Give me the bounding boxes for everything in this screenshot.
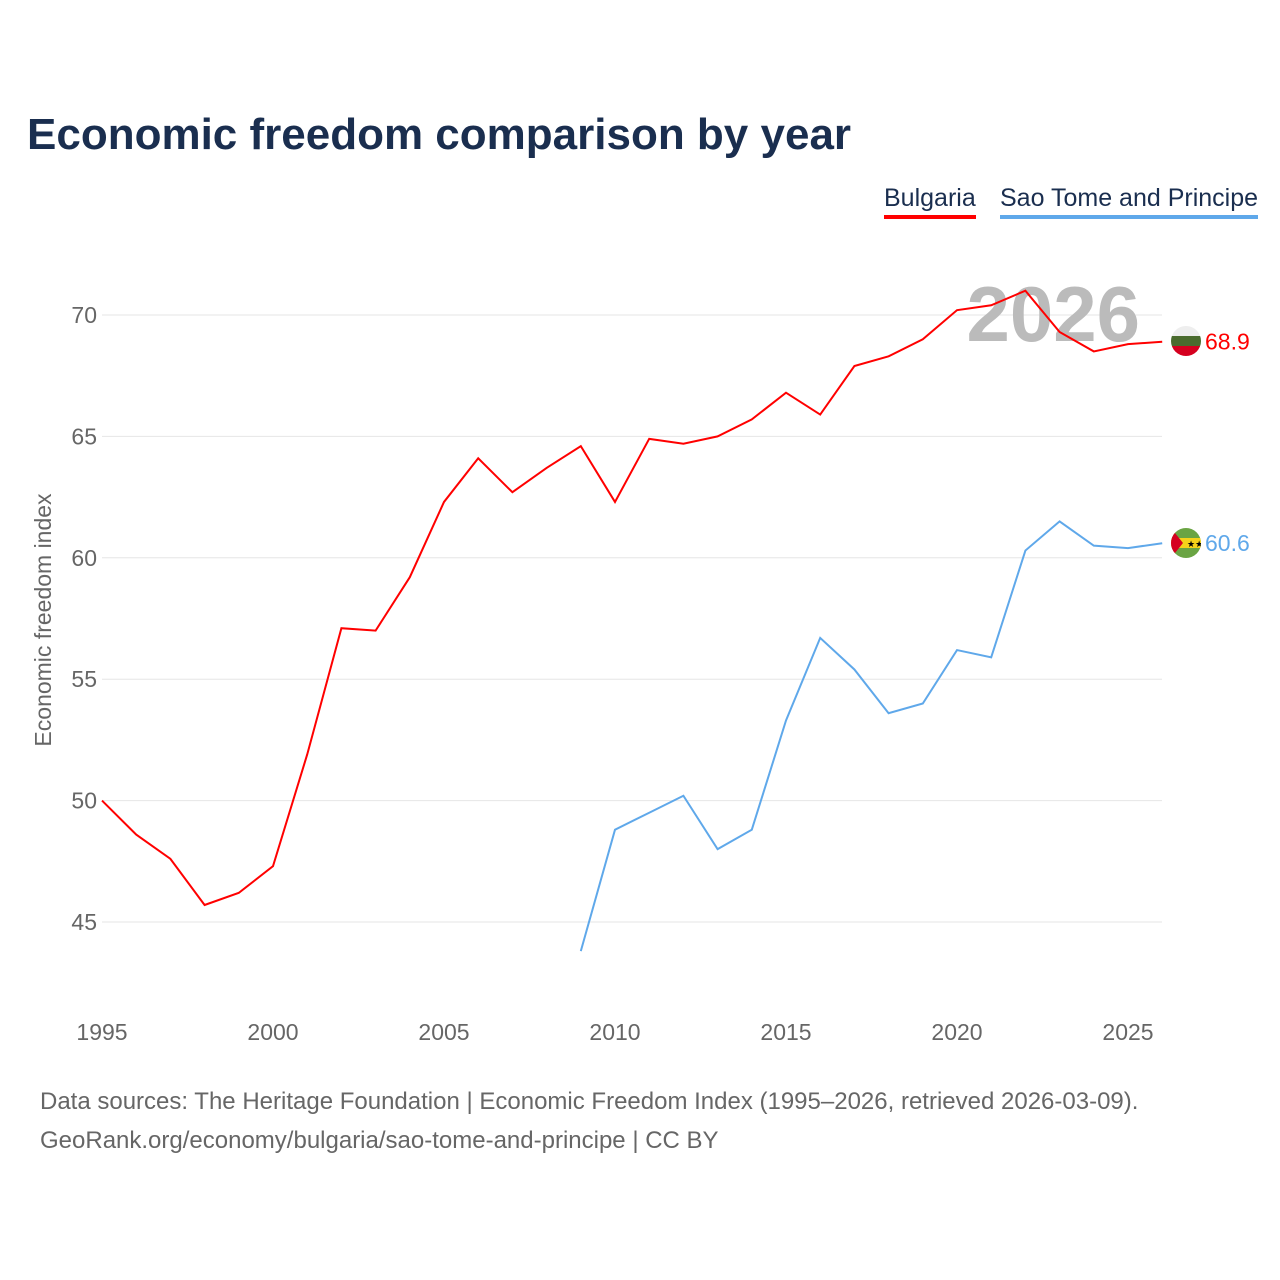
source-line-1: Data sources: The Heritage Foundation | …: [40, 1088, 1139, 1115]
svg-text:★★: ★★: [1187, 539, 1203, 549]
end-value-label: 60.6: [1205, 530, 1250, 556]
x-tick-label: 2025: [1102, 1019, 1153, 1045]
sao-tome-flag-icon: ★★: [1171, 528, 1203, 558]
y-tick-label: 55: [71, 666, 97, 692]
source-line-2[interactable]: GeoRank.org/economy/bulgaria/sao-tome-an…: [40, 1127, 719, 1154]
x-tick-label: 2015: [760, 1019, 811, 1045]
x-tick-label: 2010: [589, 1019, 640, 1045]
x-tick-label: 2005: [418, 1019, 469, 1045]
x-tick-label: 1995: [76, 1019, 127, 1045]
y-tick-label: 65: [71, 423, 97, 449]
end-value-label: 68.9: [1205, 329, 1250, 355]
y-tick-label: 45: [71, 909, 97, 935]
chart-title: Economic freedom comparison by year: [27, 110, 852, 159]
series-line-bulgaria: [101, 289, 1163, 907]
x-tick-label: 2000: [247, 1019, 298, 1045]
y-tick-label: 50: [71, 788, 97, 814]
bulgaria-flag-icon: [1171, 326, 1201, 356]
y-axis-label: Economic freedom index: [30, 493, 56, 747]
series-line-sao-tome: [579, 520, 1163, 952]
y-tick-label: 60: [71, 545, 97, 571]
y-tick-label: 70: [71, 302, 97, 328]
x-tick-label: 2020: [931, 1019, 982, 1045]
legend-sao-tome[interactable]: Sao Tome and Principe: [1000, 184, 1259, 219]
legend-bulgaria[interactable]: Bulgaria: [884, 184, 976, 219]
year-watermark: 2026: [966, 270, 1140, 358]
